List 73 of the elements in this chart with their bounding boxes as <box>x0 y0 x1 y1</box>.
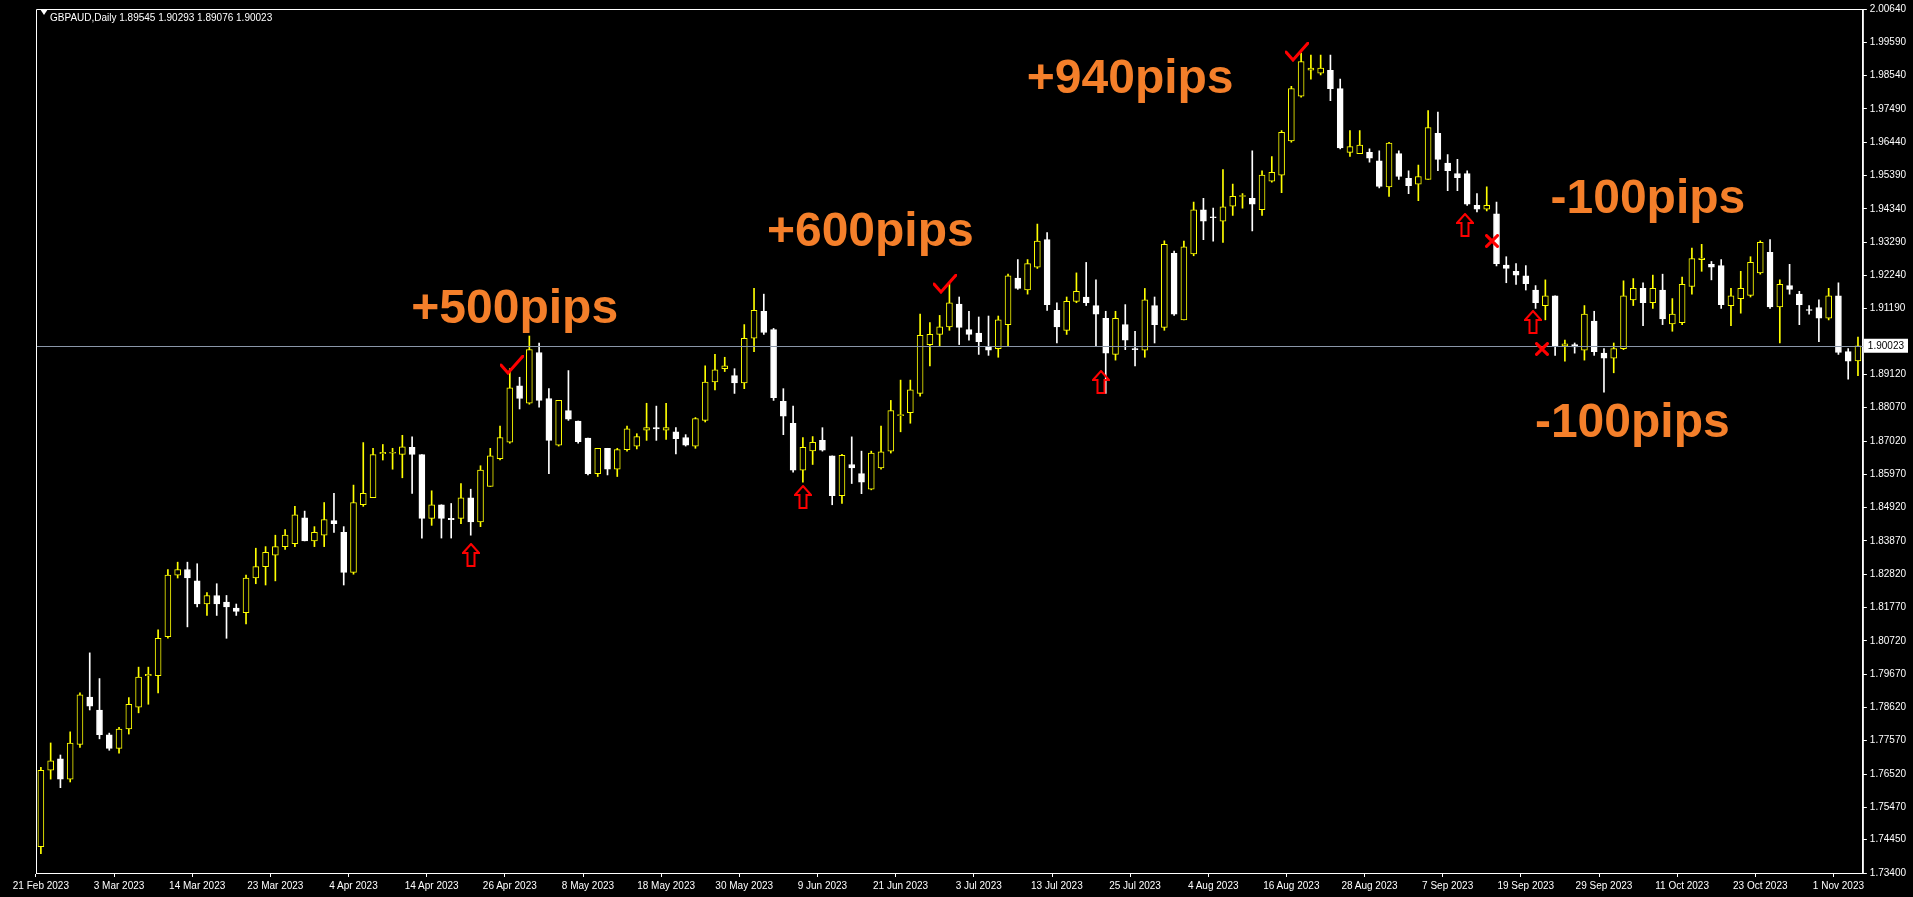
x-tick-label: 4 Apr 2023 <box>329 879 379 891</box>
annotation: +600pips <box>766 203 974 257</box>
x-tick-label: 9 Jun 2023 <box>797 879 848 891</box>
y-tick-label: 2.00640 <box>1869 2 1907 14</box>
x-tick-label: 8 May 2023 <box>561 879 615 891</box>
candlestick <box>1346 130 1354 157</box>
x-tick-label: 23 Mar 2023 <box>247 879 304 891</box>
candlestick <box>1082 262 1090 306</box>
y-tick-label: 1.82820 <box>1869 567 1907 579</box>
y-tick-label: 1.76520 <box>1869 767 1907 779</box>
y-tick-label: 1.78620 <box>1869 701 1907 713</box>
candlestick <box>662 402 670 440</box>
candlestick <box>1131 330 1139 367</box>
candlestick <box>359 442 367 507</box>
y-tick-label: 1.83870 <box>1869 534 1907 546</box>
x-tick-label: 16 Aug 2023 <box>1263 879 1320 891</box>
x-tick-label: 25 Jul 2023 <box>1109 879 1162 891</box>
x-tick-label: 21 Jun 2023 <box>873 879 929 891</box>
y-tick-label: 1.81770 <box>1869 601 1907 613</box>
y-tick-label: 1.74450 <box>1869 833 1907 845</box>
x-tick-label: 13 Jul 2023 <box>1031 879 1084 891</box>
y-tick-label: 1.98540 <box>1869 69 1907 81</box>
annotation: +940pips <box>1026 49 1234 103</box>
y-tick-label: 1.85970 <box>1869 468 1907 480</box>
y-tick-label: 1.95390 <box>1869 169 1907 181</box>
y-tick-label: 1.92240 <box>1869 269 1907 281</box>
x-tick-label: 19 Sep 2023 <box>1497 879 1555 891</box>
x-tick-label: 18 May 2023 <box>637 879 696 891</box>
y-tick-label: 1.80720 <box>1869 634 1907 646</box>
ref-line-label: 1.90023 <box>1867 339 1905 351</box>
candlestick <box>965 310 973 341</box>
y-tick-label: 1.75470 <box>1869 801 1907 813</box>
x-tick-label: 4 Aug 2023 <box>1187 879 1239 891</box>
candlestick <box>1502 256 1510 284</box>
y-tick-label: 1.79670 <box>1869 667 1907 679</box>
candlestick <box>1483 186 1491 212</box>
x-tick-label: 7 Sep 2023 <box>1422 879 1474 891</box>
annotation: -100pips <box>1550 170 1746 224</box>
chart-title: GBPAUD,Daily 1.89545 1.90293 1.89076 1.90023 <box>50 11 273 23</box>
y-tick-label: 1.88070 <box>1869 401 1907 413</box>
candlestick <box>1600 348 1608 393</box>
y-tick-label: 1.91190 <box>1869 302 1906 314</box>
y-tick-label: 1.99590 <box>1869 36 1907 48</box>
annotation: -100pips <box>1534 394 1730 448</box>
x-tick-label: 26 Apr 2023 <box>482 879 538 891</box>
candlestick <box>1307 54 1315 80</box>
candlestick <box>1209 207 1217 242</box>
x-tick-label: 21 Feb 2023 <box>12 879 70 891</box>
y-tick-label: 1.84920 <box>1869 501 1907 513</box>
annotation: +500pips <box>411 280 619 334</box>
candlestick <box>848 436 856 484</box>
x-tick-label: 3 Jul 2023 <box>955 879 1003 891</box>
x-tick-label: 1 Nov 2023 <box>1812 879 1865 891</box>
x-tick-label: 30 May 2023 <box>715 879 774 891</box>
x-tick-label: 11 Oct 2023 <box>1655 879 1710 891</box>
candlestick <box>1737 270 1745 314</box>
y-tick-label: 1.87020 <box>1869 434 1907 446</box>
x-tick-label: 3 Mar 2023 <box>93 879 145 891</box>
x-tick-label: 28 Aug 2023 <box>1341 879 1399 891</box>
y-tick-label: 1.77570 <box>1869 734 1907 746</box>
y-tick-label: 1.89120 <box>1869 368 1907 380</box>
candlestick <box>86 652 94 711</box>
x-tick-label: 14 Mar 2023 <box>169 879 226 891</box>
y-tick-label: 1.94340 <box>1869 202 1907 214</box>
x-tick-label: 14 Apr 2023 <box>404 879 460 891</box>
candlestick <box>1248 150 1256 232</box>
candlestick <box>408 436 416 494</box>
y-tick-label: 1.93290 <box>1869 235 1907 247</box>
y-tick-label: 1.73400 <box>1869 866 1907 878</box>
x-tick-label: 29 Sep 2023 <box>1575 879 1633 891</box>
y-tick-label: 1.97490 <box>1869 102 1907 114</box>
y-tick-label: 1.96440 <box>1869 135 1907 147</box>
x-tick-label: 23 Oct 2023 <box>1733 879 1788 891</box>
